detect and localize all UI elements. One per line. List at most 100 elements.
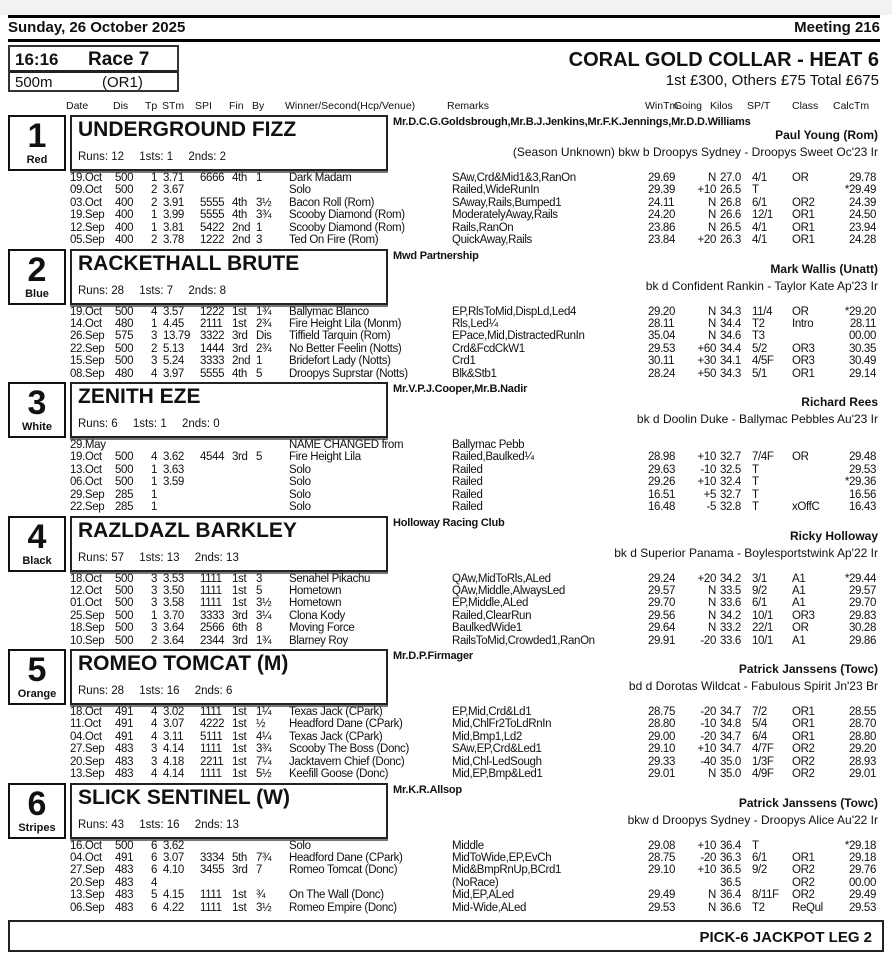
form-cell-going: N bbox=[708, 597, 716, 610]
form-cell-winner-second-hcp-venue: Scooby The Boss (Donc) bbox=[289, 743, 409, 756]
trainer: Ricky Holloway bbox=[789, 528, 878, 543]
form-row: 09.Oct 500 2 3.67 Solo Railed,WideRunIn 29.39 +… bbox=[0, 184, 892, 196]
form-cell-class: OR1 bbox=[792, 706, 815, 718]
form-cell-stm: 3.78 bbox=[163, 234, 184, 246]
form-cell-kilos: 27.0 bbox=[720, 172, 741, 184]
form-cell-going: -20 bbox=[700, 706, 716, 718]
form-cell-tp: 5 bbox=[151, 889, 158, 902]
form-cell-kilos: 34.4 bbox=[720, 342, 741, 355]
form-cell-going: +10 bbox=[697, 839, 717, 852]
form-cell-wintm: 35.04 bbox=[648, 330, 676, 343]
form-cell-stm: 3.59 bbox=[163, 476, 184, 489]
form-row: 29.Sep 285 1 Solo Railed 16.51 +5 32.7 T 16.56 bbox=[0, 489, 892, 501]
form-cell-kilos: 34.7 bbox=[720, 743, 741, 756]
form-cell-sp-t: 9/2 bbox=[752, 584, 767, 597]
form-cell-calctm: 29.53 bbox=[848, 901, 876, 914]
form-cell-wintm: 23.86 bbox=[648, 221, 676, 234]
form-cell-kilos: 26.5 bbox=[720, 184, 741, 197]
form-row: 20.Sep 483 3 4.18 2211 1st 7¼ Jacktavern Chief … bbox=[0, 756, 892, 768]
breeding: bd d Dorotas Wildcat - Fabulous Spirit J… bbox=[628, 679, 878, 693]
divider bbox=[8, 39, 880, 42]
form-cell-tp: 3 bbox=[151, 622, 158, 635]
form-cell-winner-second-hcp-venue: Texas Jack (CPark) bbox=[289, 730, 383, 743]
form-cell-tp: 6 bbox=[151, 901, 158, 914]
form-cell-wintm: 29.56 bbox=[648, 609, 676, 622]
form-cell-dis: 491 bbox=[115, 718, 134, 731]
form-cell-stm: 3.70 bbox=[163, 609, 184, 622]
form-cell-remarks: MidToWide,EP,EvCh bbox=[452, 851, 552, 864]
form-cell-date: 04.Oct bbox=[70, 730, 102, 743]
form-cell-winner-second-hcp-venue: Clona Kody bbox=[289, 609, 345, 622]
form-cell-spi: 3334 bbox=[200, 851, 225, 864]
form-cell-date: 15.Sep bbox=[70, 355, 105, 368]
form-cell-spi: 2211 bbox=[200, 755, 224, 768]
trap-number: 3 bbox=[27, 384, 47, 422]
form-cell-stm: 4.18 bbox=[163, 755, 184, 768]
form-cell-going: N bbox=[708, 172, 716, 184]
form-cell-going: N bbox=[708, 221, 716, 234]
race-title: CORAL GOLD COLLAR - HEAT 6 bbox=[568, 49, 879, 71]
form-cell-calctm: 28.11 bbox=[849, 317, 877, 330]
form-row: 11.Oct 491 4 3.07 4222 1st ½ Headford Dane (CPa… bbox=[0, 718, 892, 730]
form-cell-spi: 1111 bbox=[200, 889, 222, 902]
form-cell-remarks: Rails,RanOn bbox=[452, 221, 514, 234]
form-row: 27.Sep 483 3 4.14 1111 1st 3¾ Scooby The Boss (… bbox=[0, 743, 892, 755]
form-cell-going: N bbox=[708, 209, 716, 222]
runner-name: ROMEO TOMCAT (M) bbox=[78, 652, 289, 675]
form-cell-spi: 1111 bbox=[200, 597, 222, 610]
trainer: Patrick Janssens (Towc) bbox=[738, 662, 878, 676]
form-cell-sp-t: 4/7F bbox=[752, 743, 774, 756]
form-row: 20.Sep 483 4 (NoRace) 36.5 OR2 00.00 bbox=[0, 877, 892, 889]
form-row: 04.Oct 491 4 3.11 5111 1st 4¼ Texas Jack (CPark… bbox=[0, 731, 892, 743]
form-cell-fin: 3rd bbox=[232, 634, 248, 647]
form-cell-winner-second-hcp-venue: Headford Dane (CPark) bbox=[289, 718, 403, 731]
form-cell-by: 3½ bbox=[256, 196, 272, 209]
breeding: bk d Doolin Duke - Ballymac Pebbles Au'2… bbox=[636, 412, 878, 426]
trap-colour: Orange bbox=[17, 688, 57, 700]
form-cell-winner-second-hcp-venue: Droopys Suprstar (Notts) bbox=[289, 367, 408, 380]
form-cell-class: ReQul bbox=[792, 901, 823, 914]
form-cell-fin: 1st bbox=[232, 305, 247, 318]
form-cell-wintm: 29.39 bbox=[648, 184, 676, 197]
form-cell-wintm: 29.08 bbox=[648, 839, 676, 852]
form-cell-kilos: 32.4 bbox=[720, 476, 741, 489]
form-cell-sp-t: 9/2 bbox=[752, 864, 767, 877]
form-cell-dis: 500 bbox=[115, 305, 134, 318]
form-cell-fin: 1st bbox=[232, 317, 247, 330]
form-cell-wintm: 29.33 bbox=[648, 755, 676, 768]
form-cell-kilos: 36.4 bbox=[720, 889, 741, 902]
form-cell-date: 18.Sep bbox=[70, 622, 105, 635]
form-cell-class: OR2 bbox=[792, 864, 815, 877]
form-cell-class: OR1 bbox=[792, 730, 815, 743]
column-header: Dis bbox=[113, 100, 129, 112]
trap-box: 6 Stripes bbox=[8, 782, 66, 839]
form-cell-class: A1 bbox=[792, 572, 806, 585]
form-cell-kilos: 32.8 bbox=[720, 501, 741, 513]
form-cell-calctm: *29.18 bbox=[844, 839, 877, 852]
form-cell-date: 09.Oct bbox=[70, 184, 102, 197]
form-cell-tp: 4 bbox=[151, 730, 158, 743]
form-cell-spi: 3322 bbox=[200, 330, 225, 343]
column-header: Kilos bbox=[710, 100, 733, 112]
form-row: 13.Sep 483 4 4.14 1111 1st 5½ Keefill Goose (Do… bbox=[0, 768, 892, 780]
form-cell-winner-second-hcp-venue: No Better Feelin (Notts) bbox=[289, 342, 402, 355]
form-cell-fin: 1st bbox=[232, 889, 247, 902]
runner-name: ZENITH EZE bbox=[78, 385, 201, 408]
form-cell-fin: 6th bbox=[232, 622, 247, 635]
form-cell-spi: 5555 bbox=[200, 367, 225, 380]
form-cell-remarks: QuickAway,Rails bbox=[452, 234, 532, 246]
form-cell-spi: 1111 bbox=[200, 584, 222, 597]
form-cell-going: +5 bbox=[703, 488, 717, 501]
form-row: 06.Sep 483 6 4.22 1111 1st 3½ Romeo Empire (Don… bbox=[0, 902, 892, 914]
form-cell-going: +10 bbox=[697, 743, 717, 756]
form-cell-class: OR2 bbox=[792, 196, 815, 209]
form-cell-tp: 1 bbox=[151, 209, 158, 222]
form-row: 10.Sep 500 2 3.64 2344 3rd 1¾ Blarney Roy RailsT… bbox=[0, 635, 892, 647]
form-cell-winner-second-hcp-venue: Bacon Roll (Rom) bbox=[289, 196, 375, 209]
runner-stats: Runs: 28 1sts: 7 2nds: 8 bbox=[78, 285, 238, 297]
form-cell-calctm: 16.43 bbox=[848, 501, 876, 513]
form-cell-date: 03.Oct bbox=[70, 196, 102, 209]
form-cell-by: ¾ bbox=[256, 889, 266, 902]
form-cell-date: 13.Oct bbox=[70, 463, 102, 476]
